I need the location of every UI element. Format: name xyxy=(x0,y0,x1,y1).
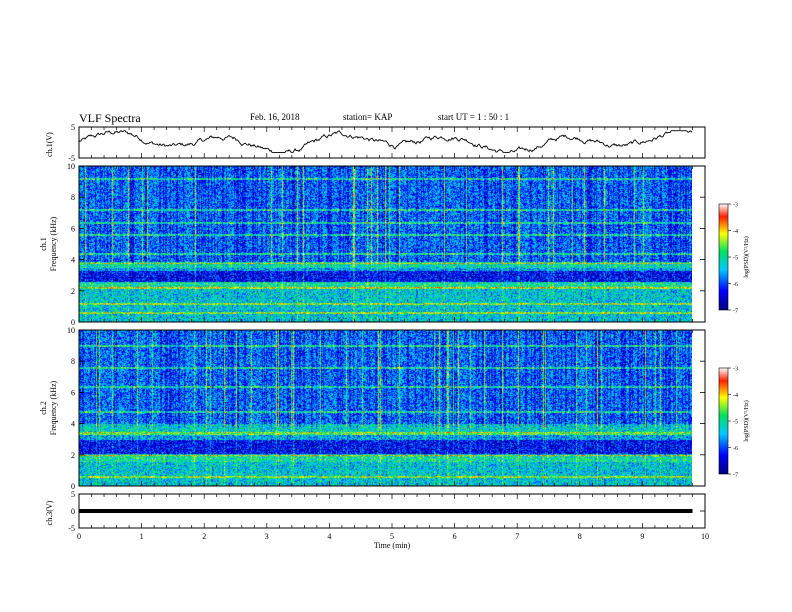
ch1-frequency-ytick-label: 10 xyxy=(67,162,75,171)
time-xtick-label: 8 xyxy=(578,532,582,541)
station-label: station= KAP xyxy=(343,112,393,122)
time-xtick-label: 5 xyxy=(390,532,394,541)
colorbar-tick-label: -4 xyxy=(733,229,738,235)
colorbar-label-ch2: log(PSD)(V²/Hz) xyxy=(743,400,750,441)
colorbar-ch2 xyxy=(718,367,729,475)
colorbar-tick-label: -4 xyxy=(733,393,738,399)
ch1-voltage-ylabel: ch.1(V) xyxy=(45,132,54,157)
ch2-frequency-ytick-label: 2 xyxy=(71,451,75,460)
ch1-spectrogram-ylabel-frequency: Frequency (kHz) xyxy=(49,216,58,271)
colorbar-label-ch1: log(PSD)(V²/Hz) xyxy=(743,236,750,277)
time-xtick-label: 10 xyxy=(701,532,709,541)
ch1-frequency-ytick-label: 2 xyxy=(71,287,75,296)
time-xtick-label: 1 xyxy=(140,532,144,541)
ch3-voltage-ytick-label: 5 xyxy=(71,490,75,499)
colorbar-tick-label: -7 xyxy=(733,473,738,479)
time-xtick-label: 7 xyxy=(515,532,519,541)
ch1-frequency-ytick-label: 6 xyxy=(71,224,75,233)
ch3-voltage-ytick-label: 0 xyxy=(71,507,75,516)
date-label: Feb. 16, 2018 xyxy=(250,112,300,122)
time-xtick-label: 2 xyxy=(202,532,206,541)
ch2-frequency-ytick-label: 6 xyxy=(71,388,75,397)
ch1-frequency-ytick-label: 4 xyxy=(71,256,75,265)
ch1-waveform-line xyxy=(78,130,693,153)
ch2-frequency-ytick-label: 10 xyxy=(67,326,75,335)
ch2-frequency-ytick-label: 8 xyxy=(71,357,75,366)
time-xtick-label: 9 xyxy=(640,532,644,541)
ch1-voltage-ytick-label: -5 xyxy=(68,154,75,163)
time-xtick-label: 6 xyxy=(453,532,457,541)
chart-title: VLF Spectra xyxy=(79,111,141,125)
ch1-frequency-ytick-label: 0 xyxy=(71,318,75,327)
time-xtick-label: 0 xyxy=(77,532,81,541)
ch1-voltage-ytick-label: 5 xyxy=(71,123,75,132)
colorbar-tick-label: -6 xyxy=(733,446,738,452)
colorbar-tick-label: -7 xyxy=(733,309,738,315)
ch1-spectrogram-ylabel-channel: ch.1 xyxy=(39,237,48,251)
colorbar-tick-label: -3 xyxy=(733,367,738,373)
ch2-spectrogram-ylabel-frequency: Frequency (kHz) xyxy=(49,380,58,435)
spectrogram-ch2-image xyxy=(79,330,692,486)
time-xlabel: Time (min) xyxy=(374,541,411,550)
colorbar-tick-label: -6 xyxy=(733,282,738,288)
ch2-spectrogram-ylabel-channel: ch.2 xyxy=(39,401,48,415)
colorbar-tick-label: -5 xyxy=(733,256,738,262)
ch2-frequency-ytick-label: 0 xyxy=(71,482,75,491)
colorbar-tick-label: -3 xyxy=(733,203,738,209)
colorbar-tick-label: -5 xyxy=(733,420,738,426)
spectrogram-ch1-image xyxy=(79,166,692,322)
time-xtick-label: 3 xyxy=(265,532,269,541)
time-xtick-label: 4 xyxy=(327,532,331,541)
colorbar-ch1 xyxy=(718,203,729,311)
ch3-voltage-ytick-label: -5 xyxy=(68,524,75,533)
ch3-voltage-ylabel: ch.3(V) xyxy=(45,500,54,525)
ch1-frequency-ytick-label: 8 xyxy=(71,193,75,202)
start-time-label: start UT = 1 : 50 : 1 xyxy=(438,112,510,122)
ch2-frequency-ytick-label: 4 xyxy=(71,420,75,429)
